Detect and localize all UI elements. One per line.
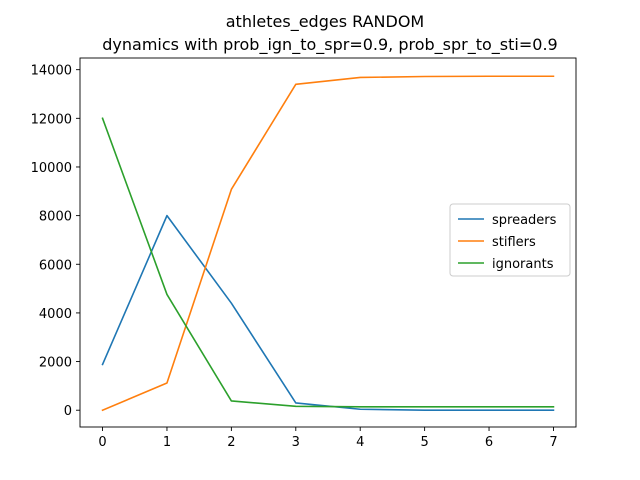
x-tick-label: 4 bbox=[356, 435, 364, 450]
legend-label-spreaders: spreaders bbox=[492, 213, 557, 228]
y-tick-label: 14000 bbox=[31, 64, 72, 79]
legend-label-ignorants: ignorants bbox=[492, 257, 554, 272]
x-tick-label: 6 bbox=[485, 435, 493, 450]
chart-subtitle: dynamics with prob_ign_to_spr=0.9, prob_… bbox=[102, 35, 557, 55]
chart-title: athletes_edges RANDOM bbox=[226, 12, 424, 32]
x-tick-label: 7 bbox=[549, 435, 557, 450]
legend-label-stiflers: stiflers bbox=[492, 235, 536, 250]
y-tick-label: 12000 bbox=[31, 112, 72, 127]
series-line-ignorants bbox=[101, 117, 555, 408]
x-tick-label: 2 bbox=[227, 435, 235, 450]
y-tick-label: 4000 bbox=[39, 307, 72, 322]
y-tick-label: 2000 bbox=[39, 356, 72, 371]
series-line-stiflers bbox=[101, 75, 555, 412]
y-tick-label: 8000 bbox=[39, 210, 72, 225]
legend-box bbox=[449, 203, 571, 277]
y-tick-label: 6000 bbox=[39, 258, 72, 273]
y-tick-label: 10000 bbox=[31, 161, 72, 176]
x-tick-label: 0 bbox=[98, 435, 106, 450]
plot-area: 0 1 2 3 4 5 6 7 0 2000 4000 6000 8000 10000 12000 14000 bbox=[31, 57, 577, 450]
x-tick-label: 5 bbox=[420, 435, 428, 450]
x-tick-label: 1 bbox=[163, 435, 171, 450]
legend: spreaders stiflers ignorants bbox=[449, 203, 571, 277]
y-tick-label: 0 bbox=[64, 404, 72, 419]
axes-frame bbox=[79, 57, 577, 428]
x-tick-label: 3 bbox=[292, 435, 300, 450]
